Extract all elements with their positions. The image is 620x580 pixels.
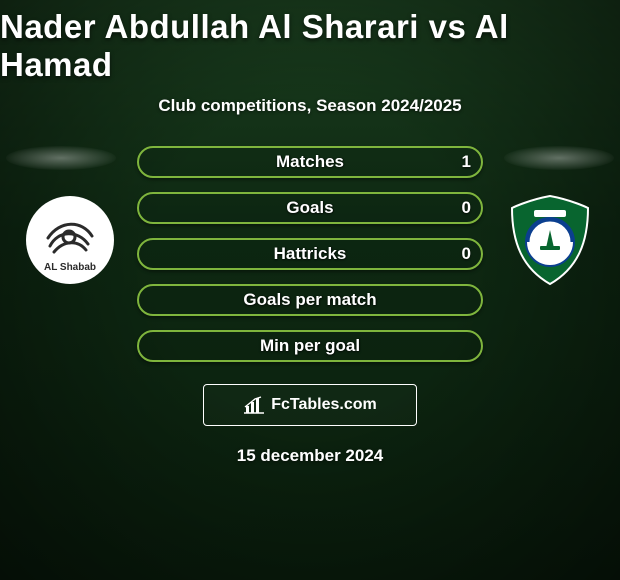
stat-row: Min per goal [137, 330, 483, 362]
stat-label: Min per goal [260, 336, 360, 356]
content-root: Nader Abdullah Al Sharari vs Al Hamad Cl… [0, 0, 620, 580]
stat-label: Matches [276, 152, 344, 172]
stat-row: Goals 0 [137, 192, 483, 224]
page-title: Nader Abdullah Al Sharari vs Al Hamad [0, 8, 620, 84]
stat-value-right: 0 [462, 198, 471, 218]
club-badge-left: AL Shabab [20, 198, 120, 282]
left-ellipse-glow [6, 146, 116, 170]
stat-row: Goals per match [137, 284, 483, 316]
club-badge-right [500, 198, 600, 282]
stat-label: Goals [286, 198, 333, 218]
al-ahli-crest-icon [500, 190, 600, 290]
bar-chart-icon [243, 396, 265, 414]
stat-label: Hattricks [274, 244, 347, 264]
stat-row: Hattricks 0 [137, 238, 483, 270]
comparison-area: AL Shabab Matches1Goals0Hattricks0Goals … [0, 146, 620, 362]
date-label: 15 december 2024 [237, 446, 384, 466]
stat-value-right: 0 [462, 244, 471, 264]
right-ellipse-glow [504, 146, 614, 170]
club-left-label: AL Shabab [44, 262, 96, 273]
al-shabab-crest-icon: AL Shabab [20, 190, 120, 290]
fctables-badge: FcTables.com [203, 384, 417, 426]
stat-row: Matches 1 [137, 146, 483, 178]
stat-label: Goals per match [243, 290, 376, 310]
fctables-label: FcTables.com [271, 396, 377, 414]
stat-rows: Matches 1 Goals 0 Hattricks 0 Goals per match M… [137, 146, 483, 362]
stat-value-right: 1 [462, 152, 471, 172]
page-subtitle: Club competitions, Season 2024/2025 [158, 96, 461, 116]
